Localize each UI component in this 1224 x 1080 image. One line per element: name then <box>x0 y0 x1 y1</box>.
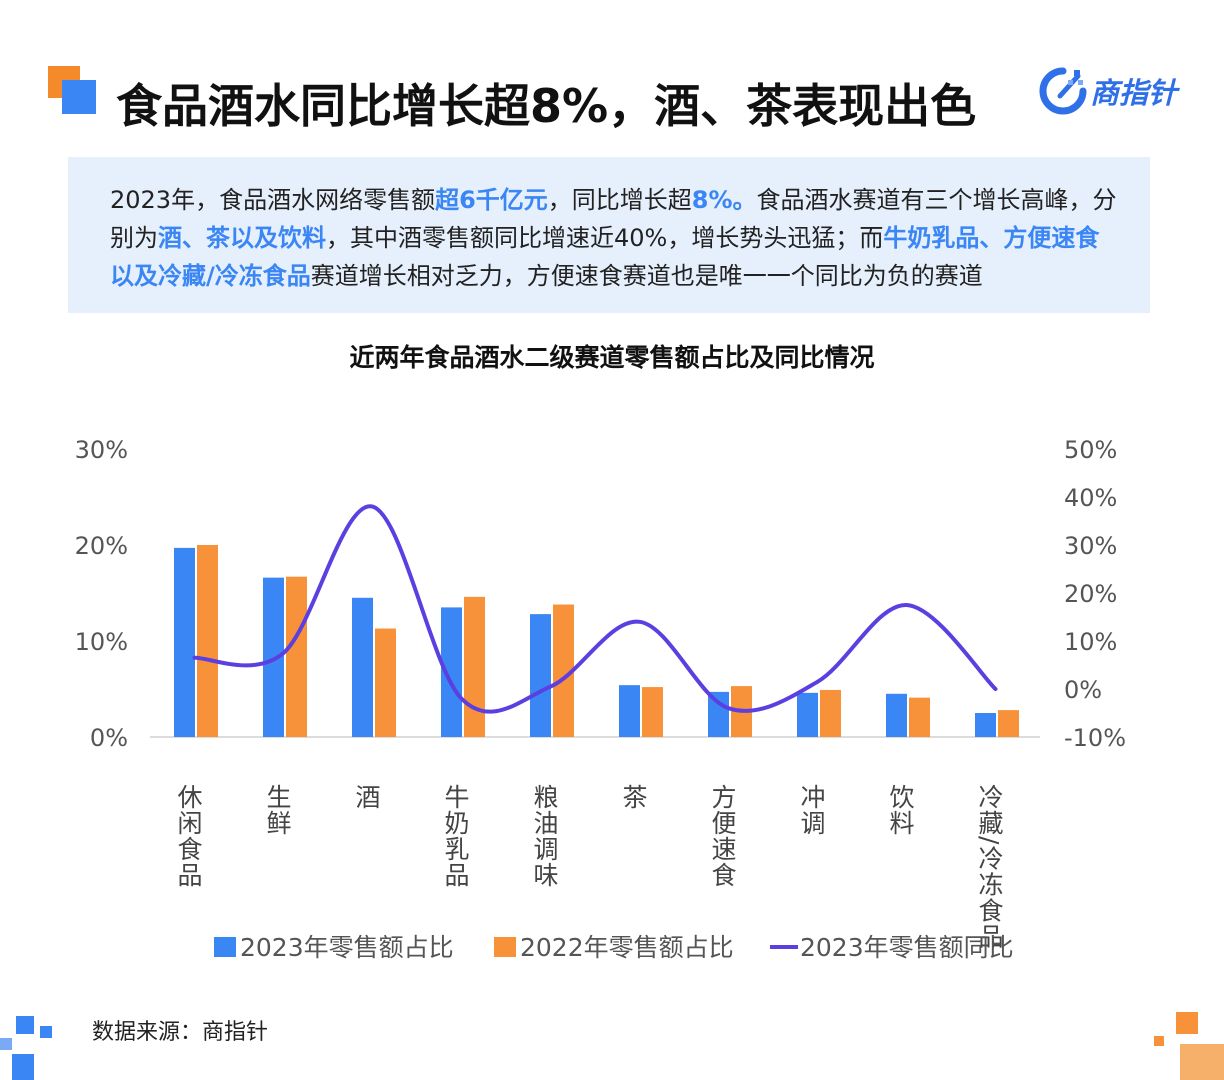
x-tick-label: 茶 <box>619 784 648 810</box>
bar-0-7 <box>797 692 818 737</box>
summary-highlight: 超6千亿元 <box>435 186 548 214</box>
summary-highlight: 牛奶乳品、方便速食以及冷藏/冷冻食品 <box>110 224 1100 290</box>
summary-box: 2023年，食品酒水网络零售额超6千亿元，同比增长超8%。食品酒水赛道有三个增长… <box>68 157 1150 313</box>
series-line-2 <box>192 504 998 714</box>
x-tick-label: 饮料 <box>886 784 915 836</box>
chart-title: 近两年食品酒水二级赛道零售额占比及同比情况 <box>349 343 875 372</box>
y-right-tick-label: -10% <box>1064 724 1126 752</box>
y-right-tick-label: 30% <box>1064 532 1117 560</box>
summary-segment: ，同比增长超 <box>547 186 692 214</box>
y-right-tick-label: 10% <box>1064 628 1117 656</box>
y-left-tick-label: 0% <box>90 724 128 752</box>
summary-highlight: 酒、茶以及饮料 <box>158 224 326 252</box>
bar-0-0 <box>174 547 195 737</box>
bar-1-7 <box>820 689 841 737</box>
x-tick-label: 休闲食品 <box>174 784 203 888</box>
bar-0-2 <box>352 597 373 737</box>
y-left-tick-label: 20% <box>75 532 128 560</box>
x-tick-label: 酒 <box>352 784 381 810</box>
summary-segment: 2023年，食品酒水网络零售额 <box>110 186 436 214</box>
summary-text: 2023年，食品酒水网络零售额超6千亿元，同比增长超8%。食品酒水赛道有三个增长… <box>110 181 1120 295</box>
bar-0-8 <box>886 693 907 737</box>
title-decoration-blue <box>62 80 96 114</box>
bar-1-3 <box>464 596 485 737</box>
bar-1-1 <box>286 576 307 737</box>
page-title: 食品酒水同比增长超8%，酒、茶表现出色 <box>116 79 977 133</box>
x-tick-label: 生鲜 <box>263 784 292 836</box>
bar-0-5 <box>619 685 640 737</box>
y-left-tick-label: 30% <box>75 436 128 464</box>
bar-0-4 <box>530 614 551 737</box>
bar-0-3 <box>441 607 462 737</box>
y-right-tick-label: 50% <box>1064 436 1117 464</box>
brand-logo: 商指针 <box>1038 64 1198 116</box>
legend-swatch-0 <box>214 937 236 957</box>
bar-1-5 <box>642 687 663 737</box>
legend-label-2: 2023年零售额同比 <box>800 933 1014 962</box>
x-tick-label: 冲调 <box>797 784 826 836</box>
x-tick-label: 冷藏/冷冻食品 <box>975 784 1004 949</box>
bar-1-0 <box>197 545 218 737</box>
legend-label-1: 2022年零售额占比 <box>520 933 734 962</box>
summary-highlight: 8%。 <box>691 186 757 214</box>
x-tick-label: 牛奶乳品 <box>441 784 470 888</box>
y-right-tick-label: 40% <box>1064 484 1117 512</box>
y-right-tick-label: 20% <box>1064 580 1117 608</box>
y-right-tick-label: 0% <box>1064 676 1102 704</box>
x-tick-label: 粮油调味 <box>530 784 559 888</box>
corner-decoration-blue <box>0 1016 52 1080</box>
summary-segment: ，其中酒零售额同比增速近40%，增长势头迅猛；而 <box>326 224 884 252</box>
y-left-tick-label: 10% <box>75 628 128 656</box>
header: 食品酒水同比增长超8%，酒、茶表现出色 商指针 <box>0 0 1224 150</box>
compass-logo-icon <box>1039 67 1087 115</box>
bar-0-6 <box>708 691 729 737</box>
legend-label-0: 2023年零售额占比 <box>240 933 454 962</box>
bar-0-1 <box>263 577 284 737</box>
bar-1-8 <box>909 697 930 737</box>
bar-1-2 <box>375 628 396 737</box>
bar-1-9 <box>998 710 1019 737</box>
corner-decoration-orange <box>1154 1012 1224 1080</box>
logo-text: 商指针 <box>1090 76 1178 110</box>
data-source: 数据来源：商指针 <box>92 1020 269 1045</box>
summary-segment: 食品酒水赛道有三个增长高峰，分别为 <box>110 186 1117 252</box>
legend-swatch-1 <box>494 937 516 957</box>
bar-1-4 <box>553 604 574 737</box>
x-tick-label: 方便速食 <box>708 784 737 888</box>
summary-segment: 赛道增长相对乏力，方便速食赛道也是唯一一个同比为负的赛道 <box>310 262 983 290</box>
bar-0-9 <box>975 713 996 737</box>
